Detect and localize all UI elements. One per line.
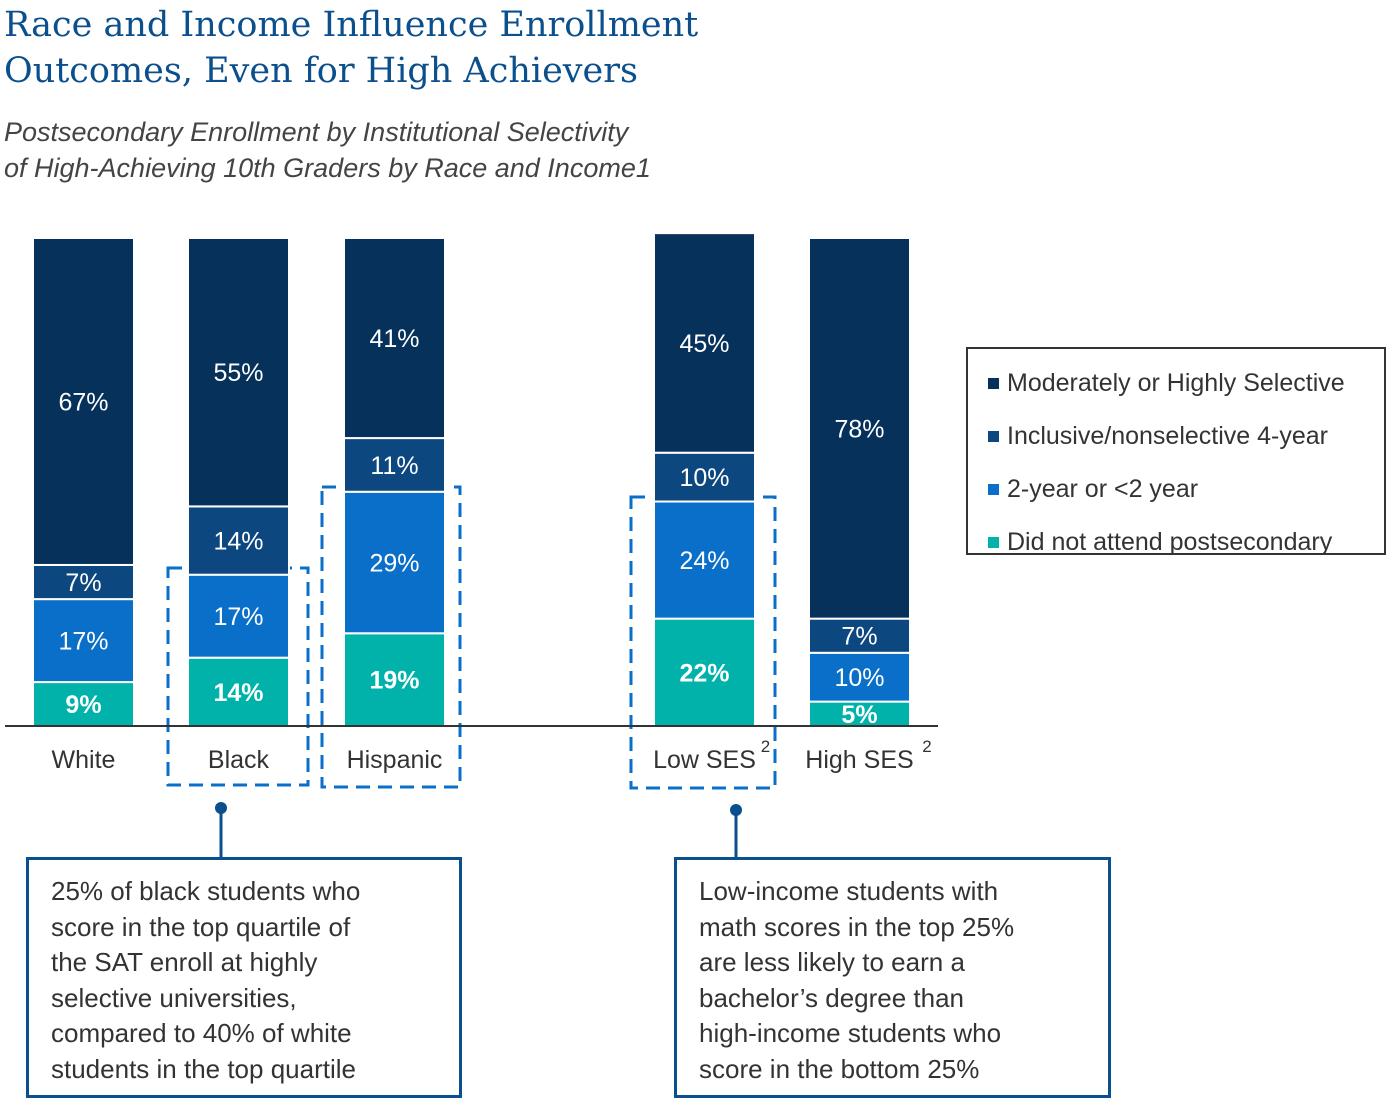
data-label: 7%	[841, 623, 877, 651]
legend: Moderately or Highly Selective Inclusive…	[966, 347, 1386, 556]
bar-segment	[343, 437, 446, 493]
data-label: 14%	[213, 679, 263, 707]
legend-swatch	[988, 378, 999, 389]
data-label: 17%	[213, 603, 263, 631]
bar-segment	[32, 563, 135, 601]
data-label: 45%	[679, 330, 729, 358]
bar-segment	[32, 681, 135, 728]
category-superscript: 2	[761, 737, 770, 756]
data-label: 11%	[370, 452, 418, 480]
legend-label: 2-year or <2 year	[1007, 475, 1199, 503]
data-label: 10%	[834, 664, 884, 692]
category-label: Black	[208, 746, 270, 774]
legend-item: Did not attend postsecondary	[988, 516, 1384, 569]
bar-segment	[653, 232, 756, 454]
data-label: 17%	[58, 628, 108, 656]
bar-segment	[187, 573, 290, 659]
category-label: Low SES	[653, 746, 756, 774]
bar-segment	[808, 617, 911, 654]
chart-subtitle: Postsecondary Enrollment by Institutiona…	[4, 114, 884, 186]
data-label: 24%	[679, 547, 729, 575]
data-label: 10%	[679, 464, 729, 492]
bar-segment	[808, 237, 911, 620]
data-label: 41%	[369, 325, 419, 353]
data-label: 5%	[841, 701, 877, 729]
legend-swatch	[988, 431, 999, 442]
bar-segment	[653, 617, 756, 728]
data-label: 78%	[834, 415, 884, 443]
bar-segment	[32, 237, 135, 566]
data-label: 29%	[369, 550, 419, 578]
data-label: 14%	[213, 528, 263, 556]
data-label: 67%	[58, 388, 108, 416]
legend-swatch	[988, 484, 999, 495]
subtitle-line-2: of High-Achieving 10th Graders by Race a…	[4, 153, 651, 183]
callout-connector-dot	[730, 804, 742, 816]
bar-segment	[653, 451, 756, 503]
callout-low-income-students: Low-income students with math scores in …	[674, 857, 1111, 1098]
legend-item: 2-year or <2 year	[988, 463, 1384, 516]
bar-segment	[32, 598, 135, 684]
bar-segment	[187, 237, 290, 508]
bar-segment	[653, 500, 756, 620]
bar-segment	[187, 505, 290, 576]
data-label: 7%	[65, 569, 101, 597]
category-label: White	[52, 746, 116, 774]
legend-label: Inclusive/nonselective 4-year	[1007, 422, 1328, 450]
legend-swatch	[988, 537, 999, 548]
chart-title: Race and Income Influence Enrollment Out…	[4, 5, 699, 91]
legend-item: Moderately or Highly Selective	[988, 357, 1384, 410]
subtitle-line-1: Postsecondary Enrollment by Institutiona…	[4, 117, 629, 147]
callout-connector-dot	[215, 802, 227, 814]
data-label: 22%	[679, 659, 729, 687]
legend-label: Moderately or Highly Selective	[1007, 369, 1345, 397]
category-superscript: 2	[922, 737, 931, 756]
bar-segment	[343, 490, 446, 635]
category-label: Hispanic	[347, 746, 443, 774]
data-label: 9%	[65, 691, 101, 719]
legend-label: Did not attend postsecondary	[1007, 528, 1333, 556]
data-label: 55%	[213, 359, 263, 387]
legend-item: Inclusive/nonselective 4-year	[988, 410, 1384, 463]
category-label: High SES	[805, 746, 913, 774]
bar-segment	[343, 237, 446, 440]
callout-black-students: 25% of black students who score in the t…	[26, 857, 462, 1098]
data-label: 19%	[369, 667, 419, 695]
